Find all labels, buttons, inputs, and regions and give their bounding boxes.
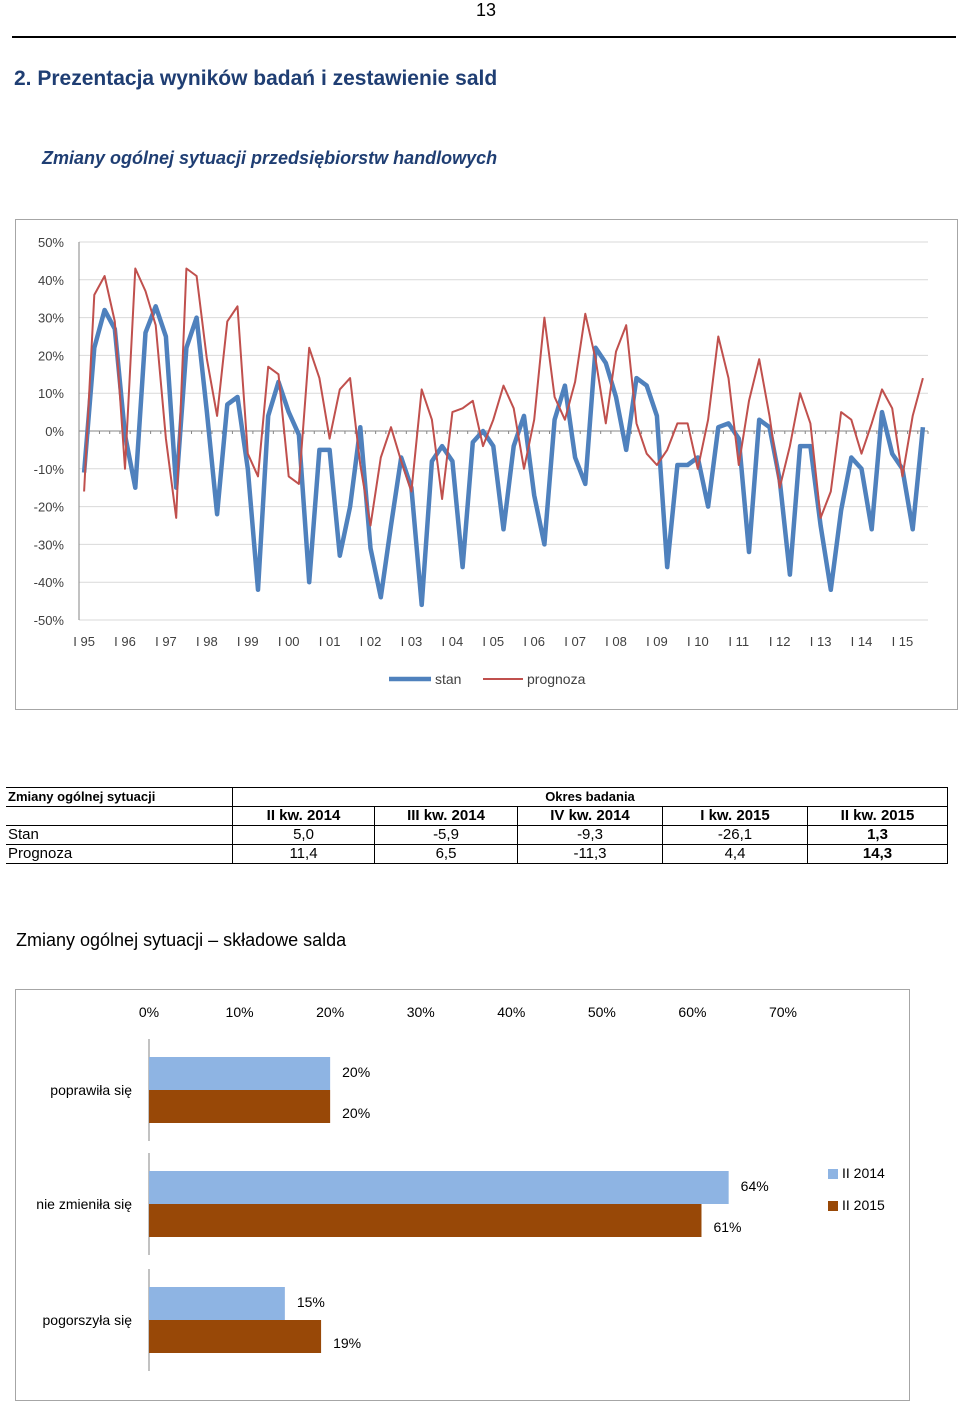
table-row: Stan 5,0 -5,9 -9,3 -26,1 1,3 [6, 826, 948, 845]
y-tick-label: -10% [34, 462, 65, 477]
x-tick-label: I 95 [73, 634, 95, 649]
line-chart: 50% 40% 30% 20% 10% 0% -10% -20% -30% -40% -50% I 9… [16, 220, 957, 709]
x-tick-label: I 11 [728, 634, 749, 649]
legend-label: stan [435, 671, 461, 687]
x-tick-label: 10% [226, 1004, 254, 1020]
x-tick-label: I 10 [687, 634, 709, 649]
table-row: Prognoza 11,4 6,5 -11,3 4,4 14,3 [6, 845, 948, 864]
y-tick-label: 20% [38, 348, 64, 363]
x-tick-label: 40% [497, 1004, 525, 1020]
x-tick-label: I 99 [237, 634, 259, 649]
legend-label: II 2014 [842, 1165, 885, 1181]
balance-table: Zmiany ogólnej sytuacji Okres badania II… [6, 787, 948, 864]
table-corner-label: Zmiany ogólnej sytuacji [6, 788, 233, 807]
x-tick-label: I 96 [114, 634, 136, 649]
table-col-header: II kw. 2015 [808, 807, 948, 826]
y-tick-label: -50% [34, 613, 65, 628]
table-cell: 4,4 [663, 845, 808, 864]
bar-value-label: 61% [713, 1219, 741, 1235]
x-tick-label: I 13 [810, 634, 832, 649]
table-cell: -9,3 [518, 826, 663, 845]
page-number: 13 [470, 0, 502, 21]
table-cell: -11,3 [518, 845, 663, 864]
line-chart-title: Zmiany ogólnej sytuacji przedsiębiorstw … [42, 148, 497, 169]
category-label: pogorszyła się [43, 1312, 133, 1328]
bar-chart: 0% 10% 20% 30% 40% 50% 60% 70% poprawiła się nie … [16, 990, 909, 1400]
legend-swatch [828, 1169, 838, 1179]
table-group-header: Okres badania [233, 788, 948, 807]
table-cell: 11,4 [233, 845, 375, 864]
y-tick-label: -30% [34, 537, 65, 552]
x-tick-label: I 00 [278, 634, 300, 649]
x-tick-label: 50% [588, 1004, 616, 1020]
legend-label: II 2015 [842, 1197, 885, 1213]
x-tick-label: 20% [316, 1004, 344, 1020]
legend-swatch [828, 1201, 838, 1211]
x-tick-label: I 07 [564, 634, 586, 649]
y-tick-label: 10% [38, 386, 64, 401]
line-chart-frame: 50% 40% 30% 20% 10% 0% -10% -20% -30% -40% -50% I 9… [15, 219, 958, 710]
x-tick-label: I 06 [523, 634, 545, 649]
table-cell: -26,1 [663, 826, 808, 845]
category-label: nie zmieniła się [36, 1196, 132, 1212]
y-tick-label: 30% [38, 311, 64, 326]
table-col-header: IV kw. 2014 [518, 807, 663, 826]
y-tick-label: -20% [34, 500, 65, 515]
x-tick-label: I 04 [442, 634, 464, 649]
x-tick-label: I 15 [892, 634, 914, 649]
bar-value-label: 20% [342, 1105, 370, 1121]
x-tick-label: I 01 [319, 634, 341, 649]
bar-II-2014 [149, 1287, 285, 1320]
bar-II-2014 [149, 1171, 729, 1204]
bar-II-2015 [149, 1090, 330, 1123]
x-tick-label: I 97 [155, 634, 177, 649]
table-row-label: Stan [6, 826, 233, 845]
table-cell: 1,3 [808, 826, 948, 845]
table-row-label: Prognoza [6, 845, 233, 864]
x-tick-label: I 02 [360, 634, 382, 649]
table-col-header: III kw. 2014 [375, 807, 518, 826]
x-tick-label: I 14 [851, 634, 873, 649]
x-tick-label: I 09 [646, 634, 668, 649]
bar-II-2014 [149, 1057, 330, 1090]
table-cell: -5,9 [375, 826, 518, 845]
x-tick-label: I 05 [482, 634, 504, 649]
y-tick-label: 0% [45, 424, 64, 439]
x-tick-label: I 12 [769, 634, 791, 649]
x-tick-label: I 98 [196, 634, 218, 649]
series-line-stan [84, 306, 923, 605]
category-label: poprawiła się [50, 1082, 132, 1098]
bar-value-label: 20% [342, 1064, 370, 1080]
y-tick-label: -40% [34, 575, 65, 590]
table-cell: 14,3 [808, 845, 948, 864]
x-tick-label: 30% [407, 1004, 435, 1020]
y-tick-label: 40% [38, 273, 64, 288]
x-tick-label: 60% [678, 1004, 706, 1020]
bar-II-2015 [149, 1204, 701, 1237]
bar-value-label: 19% [333, 1335, 361, 1351]
header-rule [12, 36, 956, 38]
table-blank-cell [6, 807, 233, 826]
bar-value-label: 64% [741, 1178, 769, 1194]
table-cell: 6,5 [375, 845, 518, 864]
bar-value-label: 15% [297, 1294, 325, 1310]
table-cell: 5,0 [233, 826, 375, 845]
table-col-header: II kw. 2014 [233, 807, 375, 826]
bar-II-2015 [149, 1320, 321, 1353]
x-tick-label: I 08 [605, 634, 627, 649]
x-tick-label: I 03 [401, 634, 423, 649]
legend-label: prognoza [527, 671, 586, 687]
x-tick-label: 70% [769, 1004, 797, 1020]
y-tick-label: 50% [38, 235, 64, 250]
x-tick-label: 0% [139, 1004, 159, 1020]
bar-chart-frame: 0% 10% 20% 30% 40% 50% 60% 70% poprawiła się nie … [15, 989, 910, 1401]
section-title: 2. Prezentacja wyników badań i zestawien… [14, 67, 497, 91]
bar-chart-title: Zmiany ogólnej sytuacji – składowe salda [16, 930, 346, 951]
table-col-header: I kw. 2015 [663, 807, 808, 826]
